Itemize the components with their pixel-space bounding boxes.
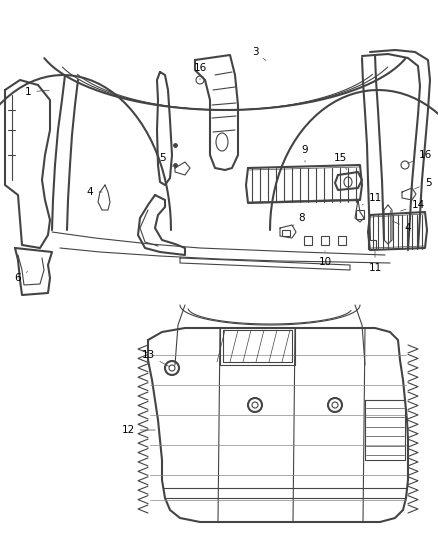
- Text: 6: 6: [15, 271, 28, 283]
- Text: 11: 11: [362, 193, 381, 205]
- Bar: [321, 236, 329, 245]
- Text: 14: 14: [401, 200, 424, 211]
- Text: 13: 13: [141, 350, 170, 367]
- Text: 5: 5: [414, 178, 431, 189]
- Text: 9: 9: [302, 145, 308, 162]
- Text: 3: 3: [252, 47, 266, 60]
- Bar: [368, 240, 376, 249]
- Text: 4: 4: [87, 187, 102, 197]
- Text: 11: 11: [368, 251, 381, 273]
- Text: 8: 8: [292, 213, 305, 226]
- Bar: [282, 230, 290, 236]
- Text: 16: 16: [407, 150, 431, 164]
- Text: 12: 12: [121, 425, 155, 435]
- Bar: [338, 236, 346, 245]
- Bar: [356, 210, 364, 219]
- Text: 16: 16: [193, 63, 207, 80]
- Text: 10: 10: [318, 251, 332, 267]
- Text: 4: 4: [392, 221, 411, 233]
- Text: 1: 1: [25, 87, 49, 97]
- Text: 5: 5: [159, 153, 173, 166]
- Text: 15: 15: [333, 153, 346, 169]
- Bar: [304, 236, 312, 245]
